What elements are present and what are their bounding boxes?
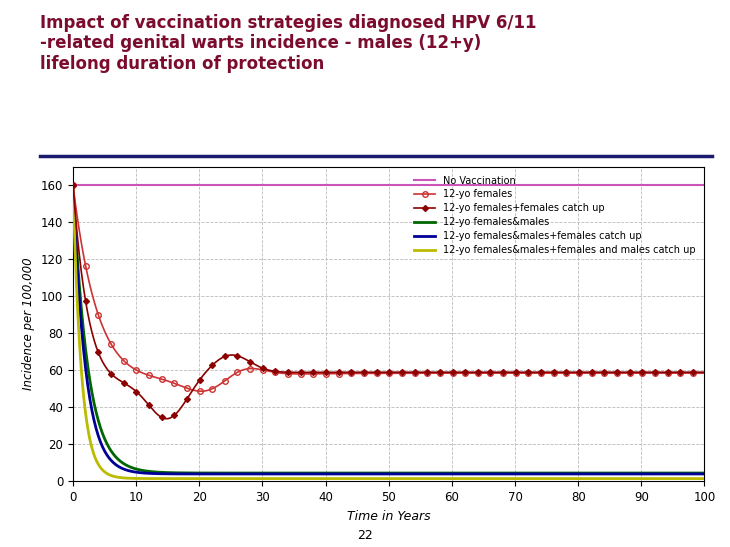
Text: 22: 22 <box>357 528 373 542</box>
Legend: No Vaccination, 12-yo females, 12-yo females+females catch up, 12-yo females&mal: No Vaccination, 12-yo females, 12-yo fem… <box>410 172 699 259</box>
Text: Impact of vaccination strategies diagnosed HPV 6/11
-related genital warts incid: Impact of vaccination strategies diagnos… <box>40 14 537 73</box>
X-axis label: Time in Years: Time in Years <box>347 510 431 522</box>
Y-axis label: Incidence per 100,000: Incidence per 100,000 <box>23 258 35 391</box>
